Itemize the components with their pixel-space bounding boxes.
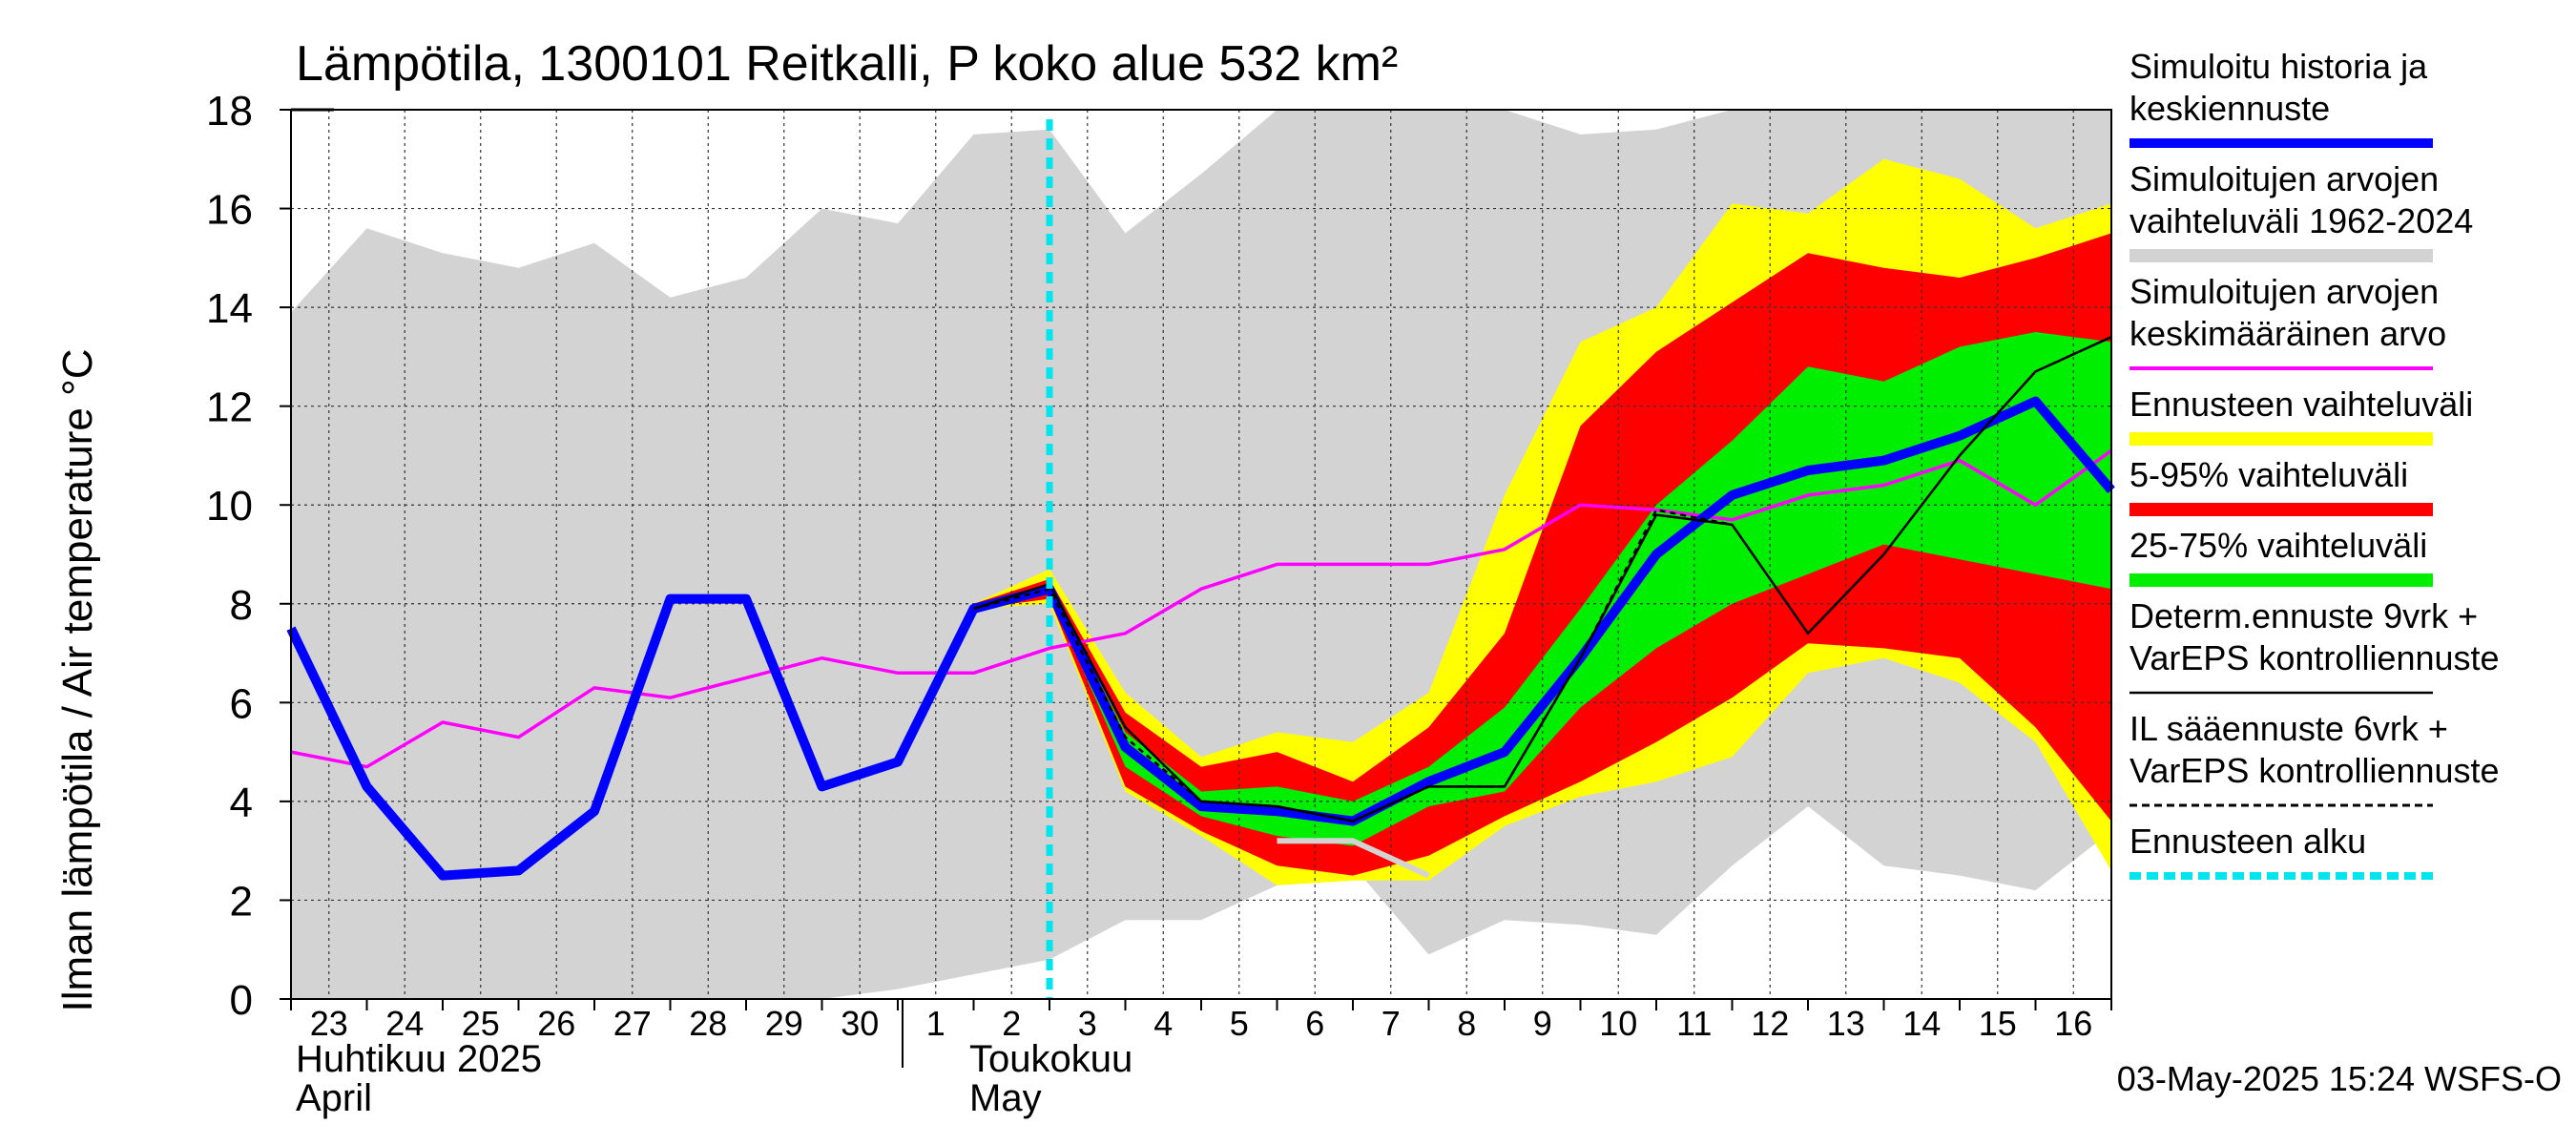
legend-label: Determ.ennuste 9vrk + <box>2129 596 2478 635</box>
legend-label: VarEPS kontrolliennuste <box>2129 751 2500 790</box>
y-tick-label: 0 <box>230 977 253 1024</box>
y-tick-label: 16 <box>206 187 253 234</box>
legend-label: Simuloitujen arvojen <box>2129 159 2439 198</box>
deterministic-forecast-line <box>973 336 2112 822</box>
x-tick-label: 29 <box>765 1004 803 1043</box>
x-tick-label: 12 <box>1751 1004 1789 1043</box>
y-tick-label: 12 <box>206 385 253 431</box>
x-tick-label: 26 <box>537 1004 575 1043</box>
legend-label: Ennusteen vaihteluväli <box>2129 385 2473 424</box>
x-tick-label: 3 <box>1078 1004 1097 1043</box>
chart-title: Lämpötila, 1300101 Reitkalli, P koko alu… <box>296 36 1398 92</box>
y-axis-label: Ilman lämpötila / Air temperature °C <box>54 349 101 1012</box>
legend-label: Ennusteen alku <box>2129 822 2366 861</box>
y-tick-label: 10 <box>206 483 253 530</box>
x-tick-label: 25 <box>462 1004 500 1043</box>
footer-timestamp: 03-May-2025 15:24 WSFS-O <box>2117 1059 2562 1098</box>
legend-label: keskiennuste <box>2129 89 2330 128</box>
legend-label: IL sääennuste 6vrk + <box>2129 709 2448 748</box>
month-label-en: April <box>296 1077 372 1119</box>
x-tick-label: 1 <box>926 1004 945 1043</box>
simulated-line <box>286 396 2115 881</box>
grid-lines <box>291 110 2111 999</box>
x-tick-label: 9 <box>1533 1004 1552 1043</box>
x-tick-label: 6 <box>1305 1004 1324 1043</box>
legend-label: Simuloitujen arvojen <box>2129 272 2439 311</box>
x-tick-label: 10 <box>1599 1004 1637 1043</box>
x-tick-label: 15 <box>1979 1004 2017 1043</box>
x-tick-label: 28 <box>689 1004 727 1043</box>
x-tick-label: 11 <box>1676 1004 1712 1043</box>
x-tick-label: 14 <box>1902 1004 1941 1043</box>
range-25-75-band <box>973 332 2111 846</box>
mean-line <box>290 448 2113 769</box>
month-label-fi: Toukokuu <box>969 1038 1132 1080</box>
x-tick-label: 2 <box>1002 1004 1021 1043</box>
il-forecast-line <box>973 509 1733 822</box>
x-tick-label: 4 <box>1153 1004 1173 1043</box>
legend-label: Simuloitu historia ja <box>2129 47 2428 86</box>
x-tick-label: 7 <box>1381 1004 1401 1043</box>
legend-label: VarEPS kontrolliennuste <box>2129 638 2500 677</box>
series-lines <box>286 119 2115 999</box>
plot-area <box>291 110 2111 999</box>
x-tick-label: 5 <box>1230 1004 1249 1043</box>
x-tick-label: 30 <box>841 1004 879 1043</box>
y-tick-label: 14 <box>206 285 253 332</box>
month-label-en: May <box>969 1077 1042 1119</box>
legend-label: vaihteluväli 1962-2024 <box>2129 201 2473 240</box>
legend-label: keskimääräinen arvo <box>2129 314 2446 353</box>
x-tick-label: 27 <box>613 1004 652 1043</box>
legend-label: 25-75% vaihteluväli <box>2129 526 2427 565</box>
x-tick-label: 16 <box>2054 1004 2092 1043</box>
observed-low-line <box>1277 838 1430 879</box>
y-tick-label: 8 <box>230 582 253 629</box>
y-tick-label: 4 <box>230 780 253 826</box>
y-tick-label: 6 <box>230 680 253 727</box>
y-tick-label: 18 <box>206 88 253 135</box>
x-tick-label: 13 <box>1827 1004 1865 1043</box>
y-tick-label: 2 <box>230 878 253 925</box>
x-tick-label: 24 <box>385 1004 424 1043</box>
x-tick-label: 23 <box>310 1004 348 1043</box>
legend-label: 5-95% vaihteluväli <box>2129 455 2408 494</box>
month-label-fi: Huhtikuu 2025 <box>296 1038 542 1080</box>
x-tick-label: 8 <box>1457 1004 1476 1043</box>
